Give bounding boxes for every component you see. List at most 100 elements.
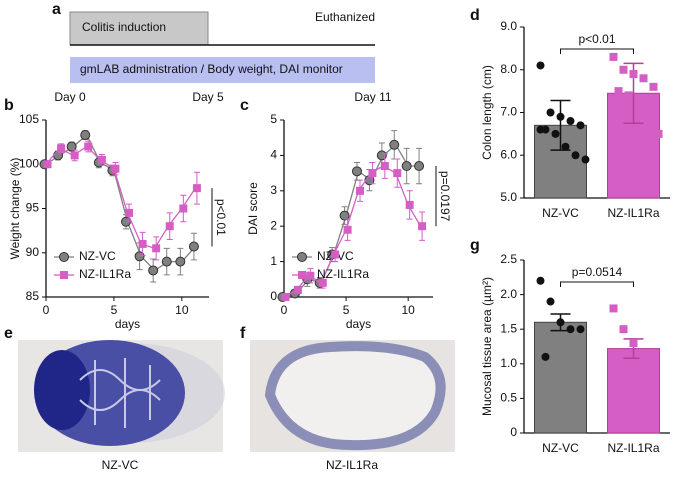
marker <box>84 142 93 151</box>
point <box>541 352 550 361</box>
marker <box>138 239 147 248</box>
x-tick-label: NZ-IL1Ra <box>607 441 659 455</box>
x-tick-label: NZ-IL1Ra <box>607 206 659 220</box>
point <box>649 82 658 91</box>
panel-label: c <box>240 97 249 114</box>
y-tick-label: 9.0 <box>500 19 517 33</box>
point <box>629 70 638 79</box>
marker <box>192 184 201 193</box>
image-caption: NZ-VC <box>102 458 139 472</box>
marker <box>148 265 159 276</box>
panel-label: a <box>52 1 61 18</box>
line <box>45 134 196 272</box>
marker <box>352 166 362 177</box>
legend-marker <box>60 271 68 279</box>
point <box>566 117 575 126</box>
y-tick-label: 90 <box>26 245 40 259</box>
point <box>619 65 628 74</box>
y-tick-label: 2.0 <box>500 287 517 301</box>
point <box>536 61 545 70</box>
x-tick-label: NZ-VC <box>542 206 579 220</box>
point <box>536 276 545 285</box>
marker <box>97 155 106 164</box>
point <box>546 108 555 117</box>
point <box>556 318 565 327</box>
marker <box>125 208 133 217</box>
legend-label: NZ-VC <box>79 249 116 263</box>
marker <box>414 161 425 172</box>
y-tick-label: 3 <box>270 183 277 197</box>
y-tick-label: 2 <box>270 218 277 232</box>
monitor-label: gmLAB administration / Body weight, DAI … <box>80 62 343 76</box>
point <box>571 151 580 160</box>
x-tick-label: 10 <box>175 303 189 317</box>
marker <box>165 222 174 231</box>
point <box>634 95 643 104</box>
x-tick-label: 10 <box>401 303 415 317</box>
point <box>566 325 575 334</box>
marker <box>70 151 79 160</box>
marker <box>401 161 412 172</box>
y-tick-label: 1.0 <box>500 356 517 370</box>
monitor-box <box>70 57 375 83</box>
marker <box>306 271 315 280</box>
x-axis-label: days <box>346 317 371 331</box>
marker <box>389 139 400 150</box>
marker <box>393 169 402 178</box>
x-tick-label: 0 <box>281 303 288 317</box>
marker <box>418 222 427 231</box>
marker <box>293 285 302 294</box>
panel-label: f <box>240 325 246 342</box>
point <box>654 129 663 138</box>
legend-marker <box>297 252 307 262</box>
bar <box>607 348 660 434</box>
day-label: Day 5 <box>192 90 224 104</box>
point <box>649 373 658 382</box>
legend-marker <box>298 271 306 279</box>
panel-label: b <box>4 97 14 114</box>
image-e <box>18 340 225 452</box>
point <box>639 74 648 83</box>
y-tick-label: 4 <box>270 148 277 162</box>
legend-label: NZ-IL1Ra <box>79 267 131 281</box>
point <box>609 304 618 313</box>
x-tick-label: 5 <box>111 303 118 317</box>
panel-label: e <box>4 325 13 342</box>
day-label: Day 0 <box>54 90 86 104</box>
marker <box>43 160 52 169</box>
y-tick-label: 5 <box>270 112 277 126</box>
day-label: Day 11 <box>354 90 391 104</box>
y-tick-label: 0 <box>510 425 517 439</box>
y-tick-label: 0 <box>270 289 277 303</box>
y-tick-label: 7.0 <box>500 105 517 119</box>
point <box>644 108 653 117</box>
legend-marker <box>59 252 69 262</box>
y-tick-label: 100 <box>19 156 39 170</box>
marker <box>331 250 340 259</box>
x-tick-label: 0 <box>43 303 50 317</box>
bracket <box>560 281 634 287</box>
marker <box>380 162 389 171</box>
point <box>536 125 545 134</box>
marker <box>111 164 120 173</box>
x-tick-label: NZ-VC <box>542 441 579 455</box>
y-tick-label: 1.5 <box>500 321 517 335</box>
point <box>614 380 623 389</box>
induction-label: Colitis induction <box>82 20 166 34</box>
marker <box>405 200 414 209</box>
y-axis-label: Mucosal tissue area (µm²) <box>480 277 494 416</box>
y-tick-label: 95 <box>26 201 40 215</box>
marker <box>152 244 161 253</box>
marker <box>339 210 350 221</box>
marker <box>188 241 199 252</box>
point <box>609 155 618 164</box>
bracket <box>560 48 634 54</box>
x-axis-label: days <box>115 317 140 331</box>
y-tick-label: 6.0 <box>500 147 517 161</box>
point <box>609 52 618 61</box>
marker <box>343 225 352 234</box>
point <box>624 91 633 100</box>
annotation: p<0.01 <box>578 32 615 46</box>
point <box>619 325 628 334</box>
